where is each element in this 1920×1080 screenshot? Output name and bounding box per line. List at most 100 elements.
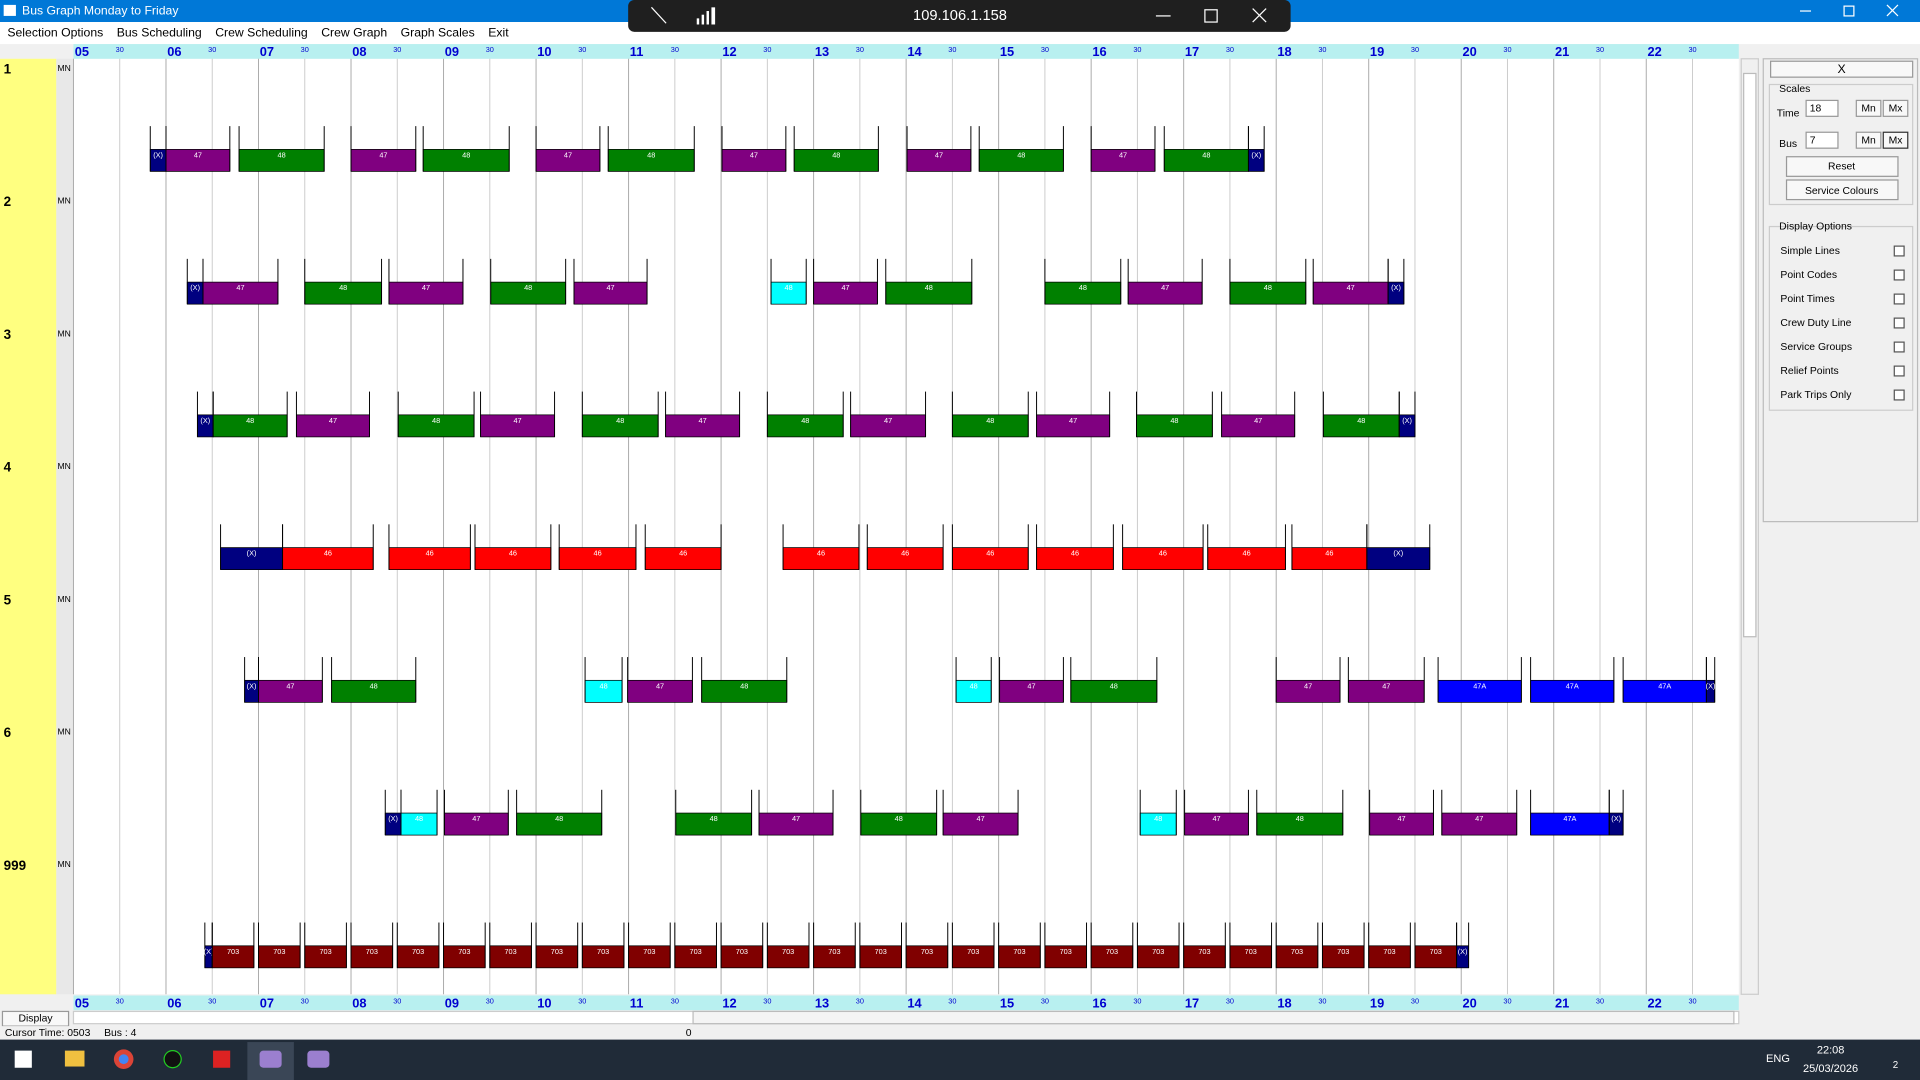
- option-label: Service Groups: [1780, 342, 1852, 353]
- trip-label: 48: [647, 150, 655, 159]
- time-value: 18: [1810, 104, 1822, 115]
- menu-item[interactable]: Crew Scheduling: [215, 25, 308, 39]
- trip-label: 703: [1152, 947, 1164, 956]
- menu-item[interactable]: Exit: [488, 25, 509, 39]
- trip-label: 46: [324, 549, 332, 558]
- time-mx-button[interactable]: [1882, 99, 1909, 117]
- trip-label: (X): [1458, 947, 1468, 956]
- trip-label: 703: [504, 947, 516, 956]
- service-colours-button[interactable]: [1785, 179, 1899, 201]
- time-mn-label: Mn: [1861, 104, 1876, 115]
- bus-tag: MN: [58, 594, 71, 604]
- trip-label: 703: [690, 947, 702, 956]
- trip-label: (X): [247, 681, 257, 690]
- trip-label: (X): [1251, 150, 1261, 159]
- hour-label: 05: [75, 44, 89, 59]
- option-checkbox[interactable]: [1893, 293, 1905, 305]
- remote-controls[interactable]: [650, 6, 1267, 24]
- bus-mx-button[interactable]: [1882, 131, 1909, 149]
- hour-label: 21: [1555, 44, 1569, 59]
- bus-number: 1: [4, 61, 12, 76]
- option-checkbox[interactable]: [1893, 245, 1905, 257]
- half-hour-label: 30: [116, 45, 124, 54]
- time-input[interactable]: [1805, 99, 1839, 117]
- taskbar-language[interactable]: ENG: [1766, 1053, 1790, 1065]
- menu-item[interactable]: Selection Options: [7, 25, 103, 39]
- menu-bar: [0, 22, 1920, 45]
- trip-label: (X): [204, 947, 214, 956]
- hour-label: 10: [537, 44, 551, 59]
- trip-label: 47: [1069, 416, 1077, 425]
- trip-label: 48: [246, 416, 254, 425]
- trip-label: 47: [1347, 283, 1355, 292]
- reset-label: Reset: [1828, 161, 1855, 172]
- menu-item[interactable]: Crew Graph: [321, 25, 387, 39]
- half-hour-label: 30: [1041, 997, 1049, 1006]
- trip-label: 47: [1119, 150, 1127, 159]
- hour-label: 18: [1277, 995, 1291, 1010]
- half-hour-label: 30: [948, 997, 956, 1006]
- trip-label: 48: [555, 814, 563, 823]
- taskbar-icons[interactable]: [14, 1042, 330, 1080]
- menu-item[interactable]: Bus Scheduling: [117, 25, 202, 39]
- option-checkbox[interactable]: [1893, 269, 1905, 281]
- bus-number: 3: [4, 327, 11, 342]
- bus-column: [0, 58, 57, 995]
- hour-label: 18: [1277, 44, 1291, 59]
- menu-item[interactable]: Graph Scales: [401, 25, 475, 39]
- trip-label: 48: [1017, 150, 1025, 159]
- taskbar-time[interactable]: 22:08: [1817, 1045, 1845, 1057]
- trip-label: 47: [513, 416, 521, 425]
- half-hour-label: 30: [1318, 45, 1326, 54]
- trip-label: 703: [412, 947, 424, 956]
- bus-number: 5: [4, 592, 12, 607]
- option-checkbox[interactable]: [1893, 389, 1905, 401]
- option-checkbox[interactable]: [1893, 317, 1905, 329]
- hour-label: 16: [1092, 995, 1106, 1010]
- hour-label: 20: [1462, 995, 1476, 1010]
- trip-label: 47: [977, 814, 985, 823]
- bus-tag: MN: [58, 859, 71, 869]
- status-bus: Bus : 4: [104, 1028, 137, 1039]
- hscroll-thumb[interactable]: [692, 1010, 1735, 1025]
- trip-label: 703: [366, 947, 378, 956]
- option-label: Point Codes: [1780, 270, 1837, 281]
- hour-label: 22: [1647, 44, 1661, 59]
- display-label: Display: [18, 1014, 53, 1025]
- trip-label: 47A: [1658, 681, 1671, 690]
- option-checkbox[interactable]: [1893, 365, 1905, 377]
- time-mn-button[interactable]: [1855, 99, 1882, 117]
- option-checkbox[interactable]: [1893, 341, 1905, 353]
- trip-label: 703: [828, 947, 840, 956]
- bus-mn-button[interactable]: [1855, 131, 1882, 149]
- scroll-thumb[interactable]: [1743, 72, 1757, 638]
- close-button[interactable]: [1770, 60, 1914, 78]
- trip-label: 703: [551, 947, 563, 956]
- option-label: Crew Duty Line: [1780, 318, 1851, 329]
- trip-label: 48: [1170, 416, 1178, 425]
- hour-label: 19: [1370, 995, 1384, 1010]
- half-hour-label: 30: [1226, 997, 1234, 1006]
- hour-label: 13: [815, 995, 829, 1010]
- trip-label: 703: [1013, 947, 1025, 956]
- notification-count[interactable]: 2: [1893, 1060, 1898, 1071]
- half-hour-label: 30: [393, 45, 401, 54]
- remote-host: 109.106.1.158: [913, 8, 1007, 24]
- half-hour-label: 30: [578, 997, 586, 1006]
- trip-label: 703: [1060, 947, 1072, 956]
- window-controls[interactable]: [1800, 4, 1899, 17]
- reset-button[interactable]: [1785, 156, 1899, 177]
- trip-label: 47: [379, 150, 387, 159]
- hour-label: 22: [1647, 995, 1661, 1010]
- trip-label: 47A: [1563, 814, 1576, 823]
- trip-label: 703: [967, 947, 979, 956]
- bus-input[interactable]: [1805, 131, 1839, 149]
- half-hour-label: 30: [1411, 45, 1419, 54]
- trip-label: 48: [616, 416, 624, 425]
- taskbar-date[interactable]: 25/03/2026: [1803, 1063, 1858, 1075]
- trip-label: 48: [415, 814, 423, 823]
- trip-label: 46: [986, 549, 994, 558]
- half-hour-label: 30: [856, 45, 864, 54]
- trip-label: 48: [600, 681, 608, 690]
- hour-label: 21: [1555, 995, 1569, 1010]
